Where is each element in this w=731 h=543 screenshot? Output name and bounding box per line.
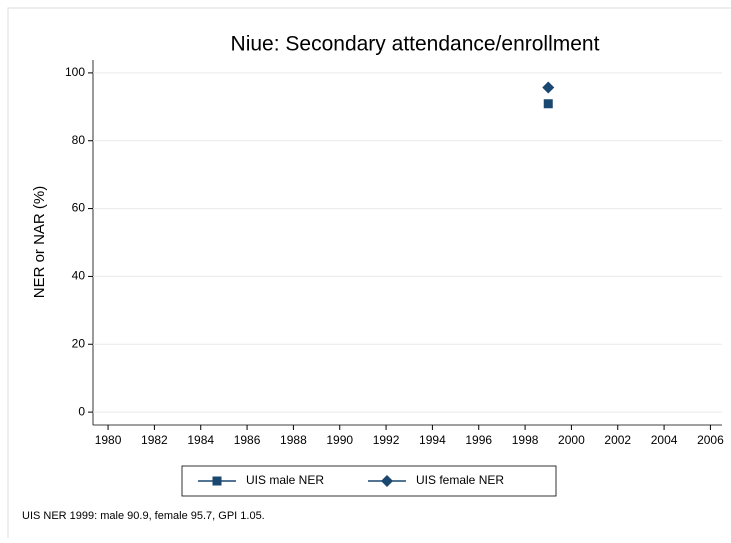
x-tick-label: 1986: [234, 433, 261, 447]
marker-diamond: [542, 81, 555, 94]
x-tick-label: 1994: [419, 433, 446, 447]
x-tick-label: 1980: [95, 433, 122, 447]
x-tick-label: 1996: [465, 433, 492, 447]
marker-square: [543, 99, 553, 109]
legend-label: UIS female NER: [416, 473, 504, 487]
x-tick-label: 1984: [187, 433, 214, 447]
y-tick-label: 0: [78, 404, 85, 418]
y-tick-label: 20: [72, 336, 86, 350]
x-tick-label: 2000: [558, 433, 585, 447]
note: UIS NER 1999: male 90.9, female 95.7, GP…: [22, 510, 265, 522]
y-tick-label: 40: [72, 269, 86, 283]
x-tick-label: 2006: [697, 433, 724, 447]
x-tick-label: 2002: [604, 433, 631, 447]
legend-label: UIS male NER: [246, 473, 324, 487]
x-tick-label: 2004: [651, 433, 678, 447]
chart-title: Niue: Secondary attendance/enrollment: [231, 33, 600, 56]
x-tick-label: 1982: [141, 433, 168, 447]
y-axis-label: NER or NAR (%): [31, 186, 48, 299]
x-tick-label: 1988: [280, 433, 307, 447]
x-tick-label: 1992: [373, 433, 400, 447]
marker-square: [212, 476, 222, 486]
marker-diamond: [381, 475, 393, 487]
x-tick-label: 1998: [512, 433, 539, 447]
y-tick-label: 100: [65, 65, 85, 79]
y-tick-label: 80: [72, 133, 86, 147]
frame: [7, 7, 731, 543]
y-tick-label: 60: [72, 201, 86, 215]
x-tick-label: 1990: [326, 433, 353, 447]
